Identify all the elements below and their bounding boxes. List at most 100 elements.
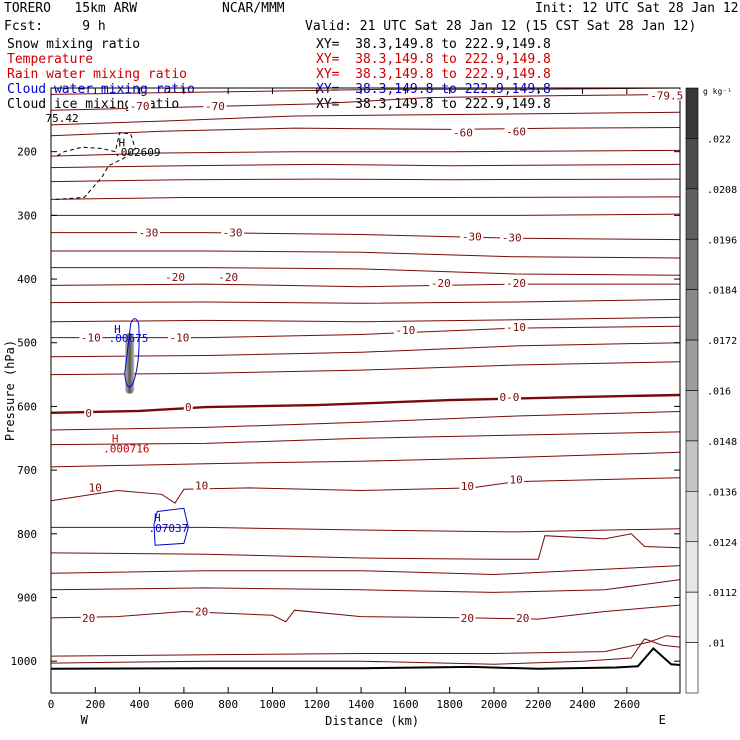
isotherm-label-15: -10 [395, 324, 415, 337]
field-name-1: Temperature [7, 52, 94, 67]
isotherm-line [50, 533, 681, 560]
colorbar-swatch-4 [685, 289, 699, 341]
isotherm-label-21: 10 [195, 479, 208, 492]
y-tick-label-6: 800 [17, 528, 37, 541]
isotherm-label-bg [459, 611, 476, 623]
field-annotation-3: H [114, 323, 121, 336]
y-tick-label-5: 700 [17, 464, 37, 477]
colorbar-label-5: .016 [707, 387, 731, 398]
isotherm-label-bg [497, 390, 521, 402]
isotherm-label-bg [193, 605, 210, 617]
isotherm-label-bg [514, 611, 531, 623]
field-annotation-1: .002609 [114, 146, 160, 159]
isotherm-line [50, 477, 681, 504]
y-tick-label-3: 500 [17, 337, 37, 350]
colorbar-swatch-8 [685, 491, 699, 543]
isotherm-label-bg [504, 320, 528, 332]
isotherm-label-0: -70 [130, 100, 150, 113]
forecast-hour: Fcst: 9 h [4, 19, 106, 34]
field-annotation-6: .000716 [103, 442, 149, 455]
isotherm-line [50, 178, 681, 183]
isotherm-label-11: -20 [431, 277, 451, 290]
isotherm-label-23: 10 [509, 474, 522, 487]
cloud-water-contour [124, 318, 140, 388]
isotherm-line [51, 325, 681, 339]
field-name-0: Snow mixing ratio [7, 37, 141, 52]
isotherm-line [50, 298, 681, 304]
isotherm-label-16: -10 [506, 321, 526, 334]
field-xy-2: XY= 38.3,149.8 to 222.9,149.8 [316, 67, 551, 82]
field-annotation-5: H [112, 433, 119, 446]
isotherm-line [50, 87, 681, 95]
isotherm-label-18: 0 [185, 401, 192, 414]
x-tick-label-7: 1400 [348, 698, 375, 711]
isotherm-line [51, 526, 681, 533]
colorbar-label-7: .0136 [707, 487, 737, 498]
isotherm-line [51, 267, 681, 276]
x-tick-label-8: 1600 [392, 698, 419, 711]
field-name-3: Cloud water mixing ratio [7, 82, 195, 97]
field-annotation-7: H [154, 512, 161, 525]
isotherm-label-4: -60 [506, 125, 526, 138]
isotherm-label-8: -30 [502, 232, 522, 245]
colorbar-label-10: .01 [707, 639, 725, 650]
isotherm-label-26: 20 [461, 612, 474, 625]
colorbar-swatch-0 [685, 87, 699, 139]
colorbar-swatch-1 [685, 138, 699, 190]
colorbar-swatch-5 [685, 339, 699, 391]
cloud-water-contour [153, 507, 189, 546]
isotherm-label-bg [84, 406, 94, 418]
isotherm-label-14: -10 [170, 332, 190, 345]
isotherm-line [50, 565, 681, 576]
colorbar-label-2: .0196 [707, 235, 737, 246]
colorbar-swatch-10 [685, 591, 699, 643]
isotherm-label-17: 0 [85, 407, 92, 420]
isotherm-line [50, 411, 681, 431]
isotherm-line [50, 316, 681, 323]
y-tick-label-1: 300 [17, 209, 37, 222]
colorbar-swatch-6 [685, 390, 699, 442]
isotherm-label-bg [163, 271, 187, 283]
colorbar-label-1: .0208 [707, 185, 737, 196]
isotherm-label-bg [183, 401, 193, 413]
isotherm-label-10: -20 [218, 271, 238, 284]
isotherm-line [50, 93, 681, 111]
terrain-line [50, 646, 681, 670]
x-tick-label-11: 2200 [525, 698, 552, 711]
colorbar-label-6: .0148 [707, 437, 737, 448]
isotherm-label-2: -79.5 [650, 90, 683, 103]
isotherm-label-bg [80, 611, 97, 623]
y-tick-label-8: 1000 [11, 655, 38, 668]
x-end-label-east: E [659, 713, 666, 727]
isotherm-line [50, 451, 681, 468]
isotherm-label-bg [128, 99, 152, 111]
isotherm-label-bg [504, 125, 528, 137]
isotherm-line [50, 431, 681, 446]
isotherm-label-bg [459, 480, 476, 492]
isotherm-label-22: 10 [461, 480, 474, 493]
colorbar-label-8: .0124 [707, 538, 737, 549]
y-tick-label-4: 600 [17, 400, 37, 413]
isotherm-label-20: 10 [89, 481, 102, 494]
isotherm-label-bg [79, 331, 103, 343]
x-tick-label-2: 400 [130, 698, 150, 711]
colorbar-label-0: .022 [707, 134, 731, 145]
isotherm-line [50, 604, 681, 623]
field-annotation-0: H [119, 137, 126, 150]
x-tick-label-12: 2400 [569, 698, 596, 711]
x-tick-label-6: 1200 [304, 698, 331, 711]
plot-frame [50, 87, 681, 694]
x-tick-label-0: 0 [48, 698, 55, 711]
colorbar-label-4: .0172 [707, 336, 737, 347]
isotherm-label-bg [648, 89, 686, 101]
isotherm-label-27: 20 [516, 612, 529, 625]
isotherm-line [50, 149, 681, 157]
isotherm-label-bg [167, 331, 191, 343]
field-name-2: Rain water mixing ratio [7, 67, 188, 82]
isotherm-label-bg [460, 230, 484, 242]
colorbar-swatch-7 [685, 440, 699, 492]
isotherm-label-bg [500, 231, 524, 243]
isotherm-line [50, 342, 681, 358]
isotherm-label-bg [216, 271, 240, 283]
x-tick-label-3: 600 [174, 698, 194, 711]
